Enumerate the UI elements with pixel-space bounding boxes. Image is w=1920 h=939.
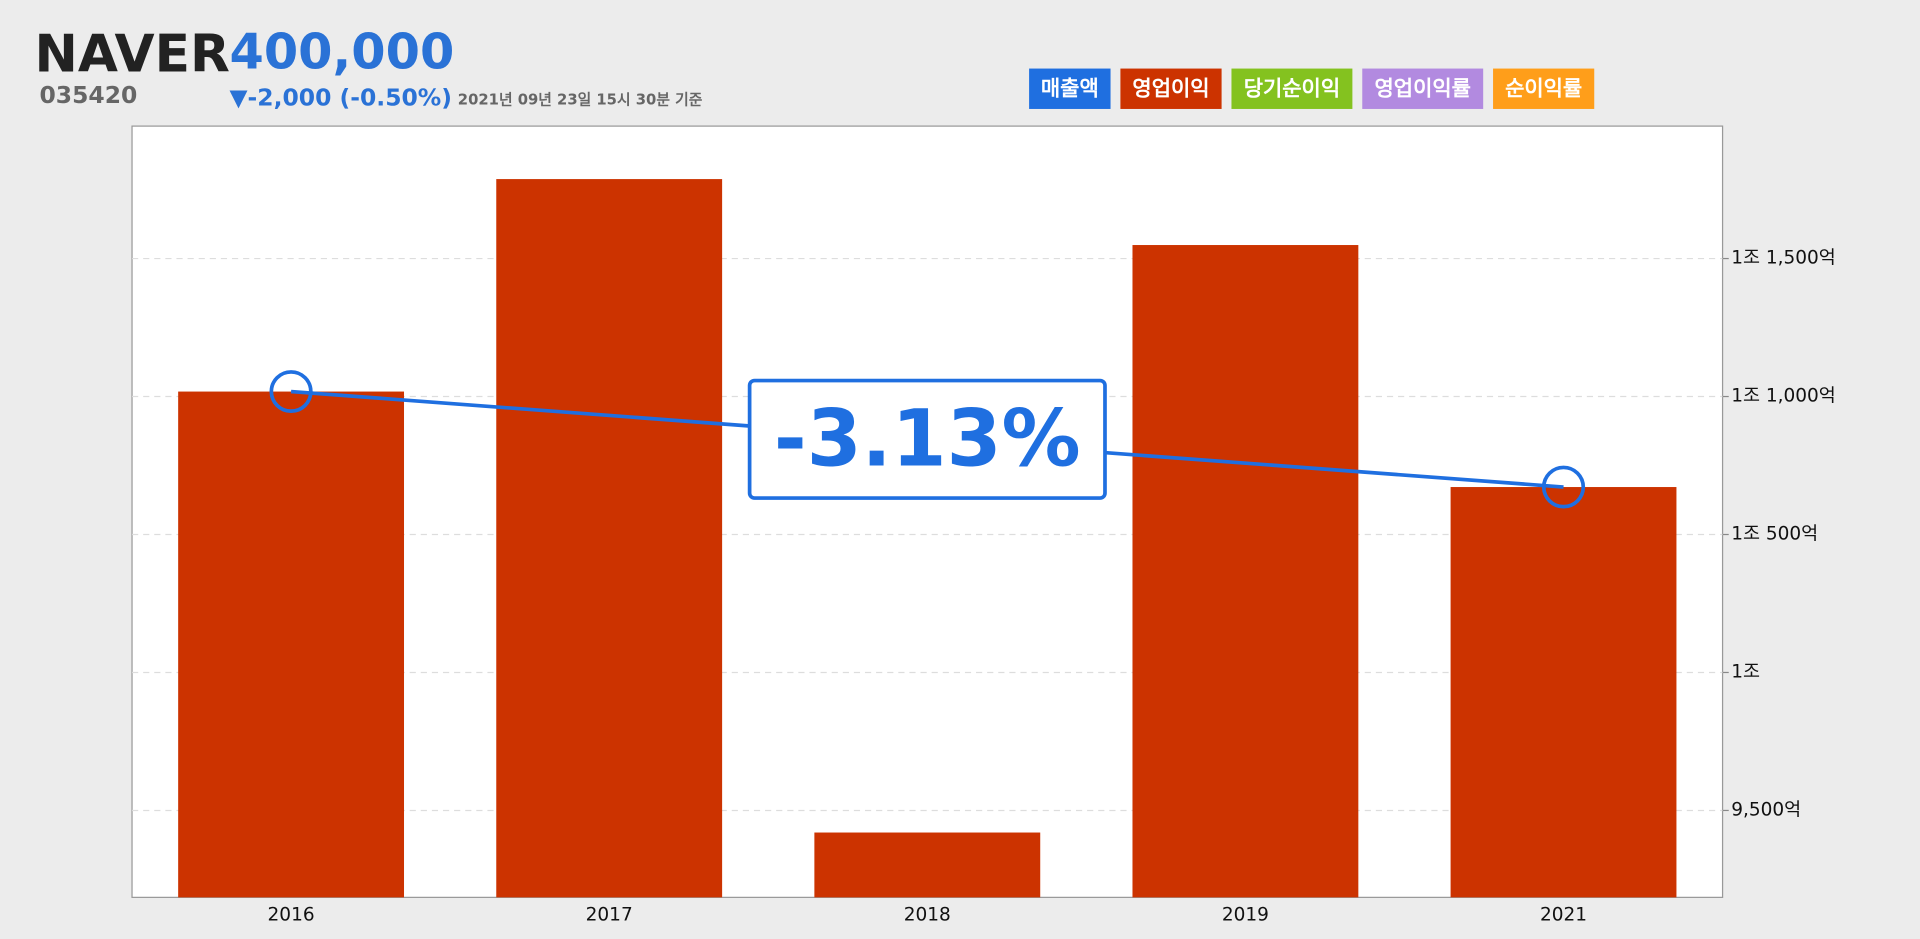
stock-price: 400,000 [230, 23, 455, 81]
annotation-box [747, 378, 1107, 500]
stock-code: 035420 [39, 81, 137, 109]
y-tick-label: 1조 [1731, 662, 1760, 683]
legend-label[interactable]: 순이익률 [1505, 76, 1582, 100]
legend-button[interactable] [1029, 68, 1111, 109]
x-tick-label: 2016 [268, 905, 315, 926]
trend-point [269, 370, 313, 413]
legend-button[interactable] [1493, 68, 1595, 109]
x-tick-label: 2021 [1540, 905, 1587, 926]
timestamp: 2021년 09년 23일 15시 30분 기준 [458, 91, 703, 108]
bar [496, 179, 723, 898]
bar [178, 391, 405, 898]
x-tick-label: 2018 [904, 905, 951, 926]
x-tick-label: 2019 [1222, 905, 1269, 926]
legend-button[interactable] [1120, 68, 1222, 109]
x-tick-label: 2017 [586, 905, 633, 926]
legend-button[interactable] [1362, 68, 1484, 109]
y-tick-label: 9,500억 [1731, 799, 1801, 820]
y-tick-label: 1조 1,000억 [1731, 386, 1836, 407]
y-tick-label: 1조 1,500억 [1731, 248, 1836, 269]
legend-label[interactable]: 매출액 [1041, 76, 1099, 100]
bar [1132, 245, 1359, 898]
legend-label[interactable]: 영업이익률 [1375, 76, 1471, 100]
price-change: ▼-2,000 (-0.50%) [230, 84, 452, 112]
y-tick-label: 1조 500억 [1731, 524, 1818, 545]
bar [1450, 487, 1677, 898]
trend-point [1541, 465, 1586, 509]
stock-name: NAVER [35, 25, 230, 85]
legend-label[interactable]: 당기순이익 [1244, 76, 1340, 100]
legend-label[interactable]: 영업이익 [1132, 76, 1209, 100]
legend-button[interactable] [1231, 68, 1353, 109]
bar [814, 832, 1041, 898]
annotation: -3.13% [774, 393, 1081, 485]
